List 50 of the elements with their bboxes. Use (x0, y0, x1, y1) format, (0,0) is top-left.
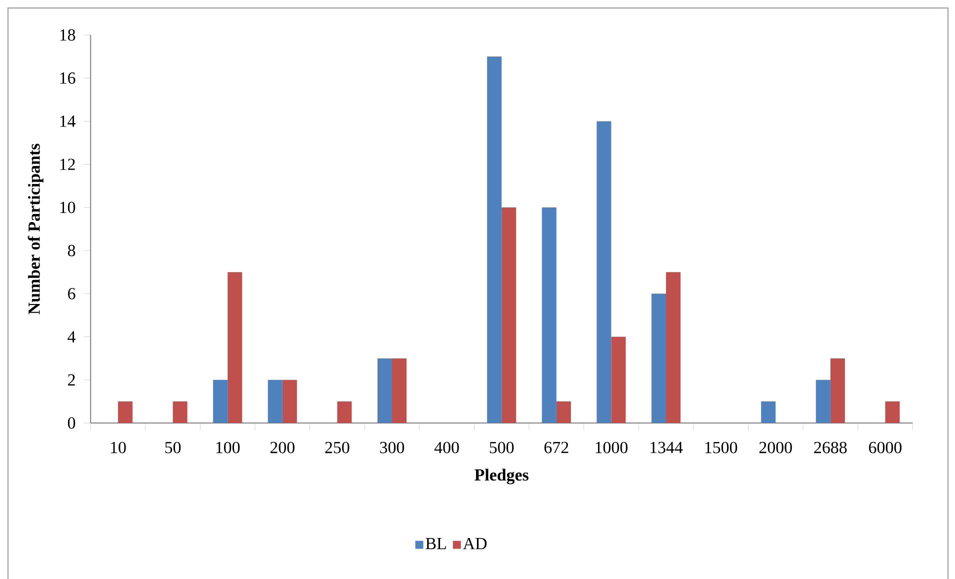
bar (282, 380, 297, 423)
y-tick-label: 14 (60, 116, 76, 127)
bar (651, 294, 666, 423)
bar (118, 401, 133, 423)
y-tick-label: 4 (68, 331, 76, 342)
x-tick-label: 200 (270, 442, 294, 454)
bar (377, 358, 392, 423)
y-tick-label: 8 (68, 244, 76, 256)
x-axis-title: Pledges (474, 468, 528, 484)
bar (666, 272, 681, 423)
y-tick-label: 10 (60, 202, 76, 214)
legend-label: AD (463, 538, 487, 550)
bar (611, 336, 626, 423)
bar (816, 380, 830, 423)
bar (268, 380, 282, 423)
legend-label: BL (426, 538, 446, 550)
bar (885, 401, 900, 423)
x-tick-label: 500 (490, 442, 514, 454)
y-axis-title: Number of Participants (28, 144, 44, 314)
x-tick-label: 400 (434, 442, 459, 454)
x-tick-label: 50 (165, 442, 181, 454)
bar (172, 401, 188, 423)
x-tick-label: 1500 (705, 442, 738, 454)
y-tick-label: 16 (60, 72, 76, 84)
bar (596, 121, 612, 423)
bar (337, 401, 352, 423)
x-tick-label: 250 (325, 442, 350, 454)
bar (502, 207, 516, 423)
x-tick-label: 672 (544, 442, 568, 454)
bar (392, 358, 407, 423)
y-tick-label: 12 (60, 158, 75, 170)
bar (228, 272, 242, 423)
y-tick-label: 6 (68, 288, 76, 300)
x-tick-label: 2000 (759, 442, 792, 454)
x-tick-label: 10 (111, 442, 126, 454)
y-tick-label: 2 (68, 374, 75, 386)
x-tick-label: 6000 (869, 442, 902, 454)
bar (830, 358, 845, 423)
bar (213, 380, 228, 423)
x-tick-label: 100 (216, 442, 240, 454)
x-tick-label: 2688 (814, 442, 847, 454)
x-tick-label: 1000 (596, 442, 628, 454)
y-tick-label: 0 (68, 417, 76, 429)
bar (556, 401, 571, 423)
bar (761, 401, 776, 423)
x-tick-label: 300 (380, 442, 404, 454)
bar (487, 56, 502, 423)
x-tick-label: 1344 (650, 442, 683, 454)
bar (542, 207, 556, 423)
y-tick-label: 18 (60, 29, 76, 41)
